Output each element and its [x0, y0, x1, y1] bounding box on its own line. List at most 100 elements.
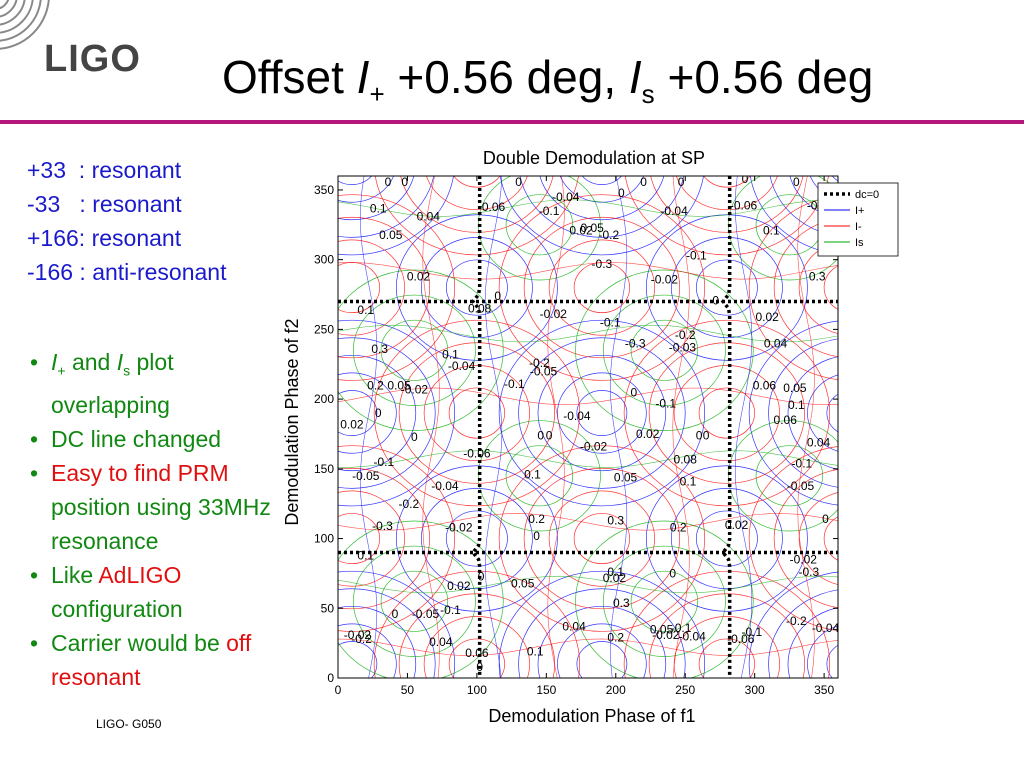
contour-label: -0.2	[675, 328, 696, 342]
contour-line	[338, 467, 430, 610]
contour-label: -0.2	[529, 356, 550, 370]
y-tick-label: 250	[314, 322, 334, 336]
contour-line	[523, 216, 681, 359]
contour-line	[831, 176, 838, 182]
contour-line	[787, 607, 838, 678]
contour-label: 0.05	[387, 378, 411, 392]
ligo-logo: LIGO	[44, 38, 141, 80]
contour-line	[338, 575, 838, 594]
contour-line	[338, 445, 455, 632]
contour-label: -0.05	[787, 479, 815, 493]
contour-line	[338, 641, 378, 678]
contour-lines: 0 0 0 0 0 0 00.10.040.06 -0.1-0.04 0-0.04 -0.060.…	[338, 175, 838, 678]
plot-frame	[337, 175, 839, 679]
contour-label: 0.02	[755, 310, 779, 324]
y-axis-label: Demodulation Phase of f2	[282, 318, 302, 525]
contour-line	[768, 338, 838, 488]
contour-label: -0.05	[530, 364, 558, 378]
contour-label: -0.1	[655, 396, 676, 410]
contour-line	[338, 490, 406, 587]
contour-label: -0.2	[351, 632, 372, 646]
contour-label: 0.1	[607, 565, 624, 579]
contour-line	[630, 319, 699, 381]
contour-label: 0.3	[371, 342, 388, 356]
contour-line	[338, 194, 455, 381]
contour-label: 0.02	[569, 224, 593, 238]
contour-label: 0	[793, 175, 800, 189]
contour-label: 0.05	[614, 470, 638, 484]
contour-label: 0.06	[465, 646, 489, 660]
contour-line	[380, 570, 449, 632]
contour-label: 0	[411, 430, 418, 444]
contour-label: 0.05	[783, 381, 807, 395]
contour-label: 0.1	[680, 475, 697, 489]
y-tick-label: 50	[321, 601, 335, 615]
contour-label: -0.04	[660, 204, 688, 218]
contour-line	[748, 446, 838, 631]
contour-line	[755, 445, 824, 507]
contour-line	[420, 488, 533, 590]
resonance-list: +33 : resonant -33 : resonant +166: reso…	[27, 153, 226, 289]
contour-label: 0.02	[407, 270, 431, 284]
y-tick-label: 100	[314, 532, 334, 546]
contour-line	[630, 570, 699, 632]
contour-label: 0	[696, 429, 703, 443]
contour-label: -0.1	[539, 204, 560, 218]
contour-label: -0.02	[344, 628, 372, 642]
y-tick-label: 300	[314, 253, 334, 267]
contour-label: 0	[476, 660, 483, 674]
contour-label: -0.1	[792, 456, 813, 470]
bullet-item: • Like AdLIGO configuration	[30, 561, 183, 622]
contour-line	[498, 194, 706, 381]
contour-line	[703, 176, 751, 188]
contour-line	[673, 365, 781, 462]
contour-line	[484, 176, 503, 678]
contour-line	[420, 237, 533, 339]
contour-line	[537, 354, 667, 472]
contour-label: 0.04	[764, 337, 788, 351]
contour-line	[398, 342, 556, 484]
contour-line	[798, 241, 838, 334]
contour-line	[650, 176, 804, 233]
contour-label: 0	[478, 569, 485, 583]
contour-label: -0.06	[463, 447, 491, 461]
contour-line	[807, 625, 838, 678]
contour-line	[576, 641, 628, 678]
contour-line	[498, 445, 706, 632]
bullet-item: • Easy to find PRM position using 33MHz …	[30, 459, 271, 554]
contour-label: 0.05	[511, 576, 535, 590]
x-axis-label: Demodulation Phase of f1	[488, 706, 695, 726]
contour-line	[698, 387, 756, 439]
contour-line	[338, 387, 838, 405]
contour-label: 0.1	[357, 548, 374, 562]
contour-label: -0.1	[373, 455, 394, 469]
contour-label: -0.1	[504, 377, 525, 391]
contour-label: 0	[375, 406, 382, 420]
contour-label: 0.08	[468, 302, 492, 316]
contour-label: 0	[494, 289, 501, 303]
contour-line	[548, 239, 656, 336]
contour-line	[505, 194, 574, 256]
contour-line	[374, 176, 579, 256]
contour-line	[338, 570, 455, 678]
contour-line	[448, 387, 506, 439]
contour-line	[338, 199, 838, 217]
footer-doc-id: LIGO- G050	[96, 717, 162, 731]
x-tick-label: 100	[467, 683, 487, 697]
contour-label: 0.02	[603, 571, 627, 585]
contour-label: -0.3	[625, 337, 646, 351]
contour-line	[727, 420, 838, 532]
title-divider	[0, 120, 1024, 124]
contour-line	[670, 237, 783, 339]
contour-line	[575, 520, 754, 678]
contour-label: 0	[678, 175, 685, 189]
contour-label: -0.3	[798, 565, 819, 579]
contour-label: 0	[385, 175, 392, 189]
bullet-item: • DC line changed	[30, 425, 222, 452]
contour-line	[787, 356, 838, 470]
contour-line	[445, 259, 508, 316]
resonance-item: -166 : anti-resonant	[27, 259, 227, 285]
contour-label: 0.04	[417, 210, 441, 224]
contour-label: -0.02	[790, 553, 818, 567]
